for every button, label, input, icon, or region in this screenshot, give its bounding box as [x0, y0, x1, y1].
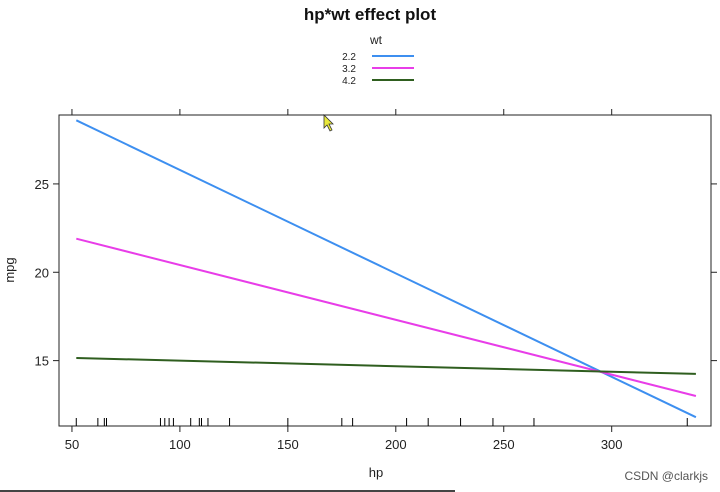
- y-tick-label-0: 15: [35, 354, 49, 369]
- y-axis-label: mpg: [2, 257, 17, 282]
- bottom-border: [0, 490, 455, 492]
- y-axis: 15 20 25: [35, 177, 717, 369]
- legend: wt 2.23.24.2: [342, 33, 414, 87]
- y-tick-label-1: 20: [35, 265, 49, 280]
- x-axis: 50 100 150 200 250 300: [65, 109, 623, 452]
- cursor-icon: [323, 114, 334, 132]
- x-tick-label-5: 300: [601, 437, 623, 452]
- series-line-3.2: [76, 237, 697, 397]
- series-line-4.2: [76, 357, 696, 375]
- x-tick-label-1: 100: [169, 437, 191, 452]
- x-tick-label-3: 200: [385, 437, 407, 452]
- series-lines: [75, 119, 697, 419]
- plot-panel: 50 100 150 200 250 300 15 20 25: [35, 109, 717, 452]
- x-tick-label-2: 150: [277, 437, 299, 452]
- legend-items: 2.23.24.2: [342, 52, 414, 87]
- watermark: CSDN @clarkjs: [624, 469, 708, 483]
- legend-title: wt: [369, 33, 383, 47]
- legend-label-2: 4.2: [342, 76, 356, 87]
- legend-label-1: 3.2: [342, 64, 356, 75]
- legend-label-0: 2.2: [342, 52, 356, 63]
- plot-frame: [58, 114, 712, 427]
- chart-title: hp*wt effect plot: [304, 5, 437, 24]
- x-tick-label-0: 50: [65, 437, 79, 452]
- x-axis-label: hp: [369, 465, 383, 480]
- rug-marks: [75, 418, 688, 426]
- y-tick-label-2: 25: [35, 177, 49, 192]
- x-tick-label-4: 250: [493, 437, 515, 452]
- series-line-2.2: [75, 119, 697, 419]
